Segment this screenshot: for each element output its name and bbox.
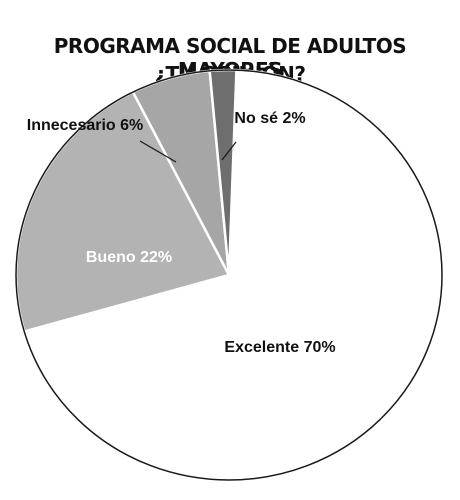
- pie-outline: [15, 69, 443, 481]
- slice-label-no-s-: No sé 2%: [234, 110, 305, 127]
- slice-label-excelente: Excelente 70%: [224, 339, 335, 356]
- leader-line-innecesario: [139, 140, 177, 163]
- leader-line-no-s-: [221, 141, 237, 161]
- slice-label-innecesario: Innecesario 6%: [27, 117, 144, 134]
- slice-label-bueno: Bueno 22%: [86, 249, 172, 266]
